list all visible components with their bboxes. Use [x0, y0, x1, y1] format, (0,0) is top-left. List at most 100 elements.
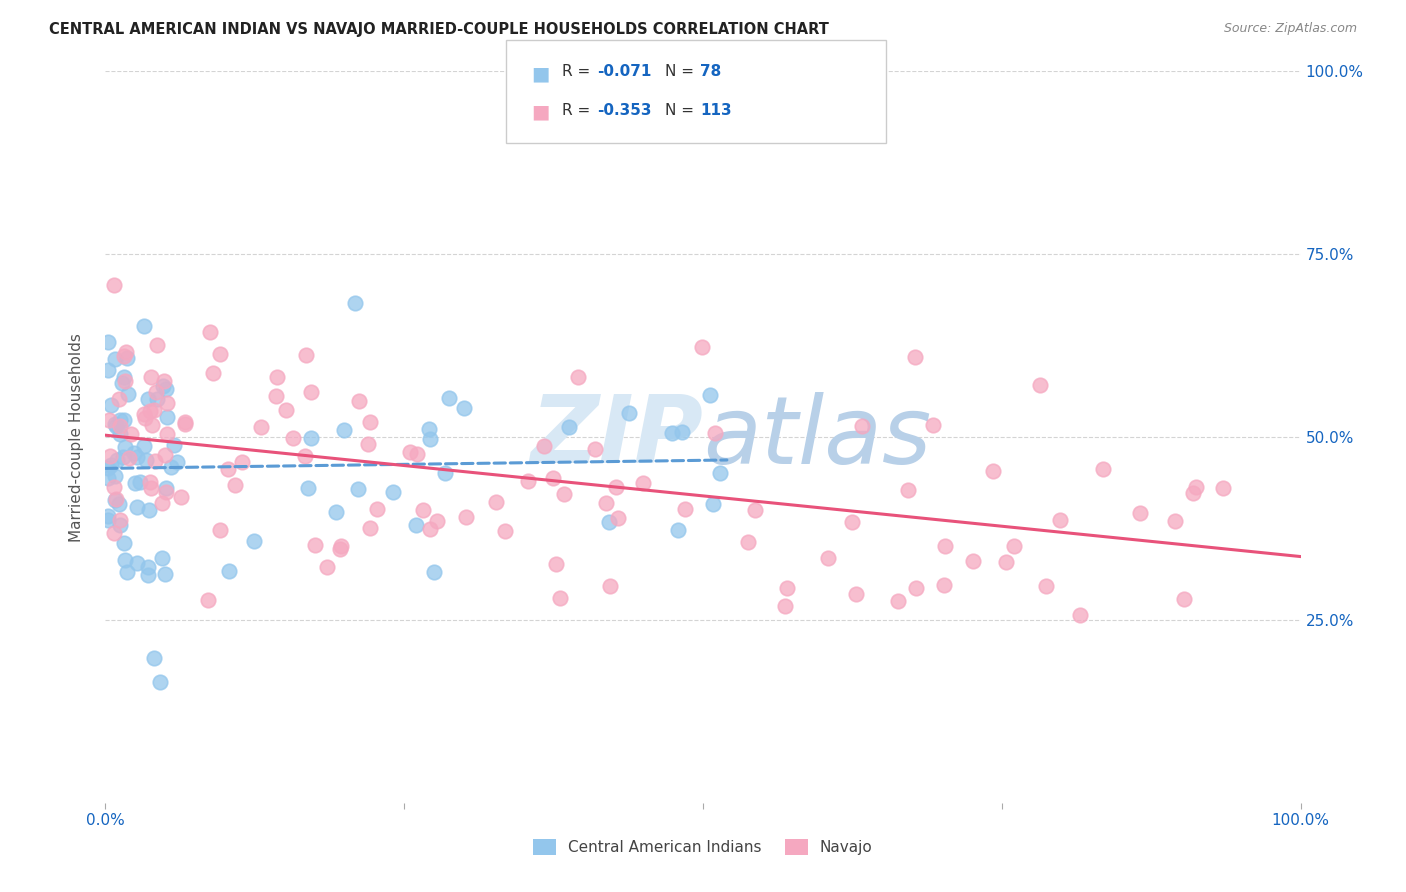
Point: [453, 401, 475, 415]
Point: [1184, 480, 1206, 494]
Point: [426, 514, 449, 528]
Point: [148, 675, 170, 690]
Point: [224, 478, 246, 492]
Point: [169, 490, 191, 504]
Point: [567, 369, 589, 384]
Point: [304, 538, 326, 552]
Point: [160, 459, 183, 474]
Point: [114, 440, 136, 454]
Point: [422, 565, 444, 579]
Point: [671, 425, 693, 440]
Point: [934, 539, 956, 553]
Point: [103, 480, 125, 494]
Point: [543, 470, 565, 484]
Point: [599, 579, 621, 593]
Point: [962, 554, 984, 568]
Point: [108, 426, 131, 441]
Point: [138, 503, 160, 517]
Point: [112, 535, 135, 549]
Point: [97, 513, 120, 527]
Point: [105, 452, 128, 467]
Point: [897, 483, 920, 497]
Text: R =: R =: [562, 64, 596, 79]
Point: [150, 495, 173, 509]
Point: [295, 348, 318, 362]
Point: [111, 450, 134, 464]
Point: [114, 553, 136, 567]
Point: [100, 398, 122, 412]
Point: [405, 517, 427, 532]
Point: [922, 418, 945, 433]
Point: [112, 349, 135, 363]
Point: [329, 542, 352, 557]
Point: [156, 410, 179, 425]
Point: [231, 455, 253, 469]
Point: [145, 454, 167, 468]
Point: [142, 651, 165, 665]
Point: [266, 370, 288, 384]
Point: [1049, 513, 1071, 527]
Point: [112, 369, 135, 384]
Text: -0.071: -0.071: [598, 64, 652, 79]
Point: [209, 523, 232, 537]
Point: [201, 367, 224, 381]
Point: [250, 420, 273, 434]
Point: [299, 384, 322, 399]
Point: [132, 319, 155, 334]
Point: [517, 474, 540, 488]
Point: [108, 517, 131, 532]
Legend: Central American Indians, Navajo: Central American Indians, Navajo: [527, 833, 879, 861]
Point: [139, 403, 162, 417]
Point: [1182, 486, 1205, 500]
Text: ■: ■: [531, 64, 550, 83]
Point: [104, 352, 127, 367]
Point: [105, 491, 128, 506]
Point: [773, 599, 796, 613]
Point: [1129, 506, 1152, 520]
Point: [145, 384, 167, 399]
Point: [406, 447, 429, 461]
Point: [97, 335, 120, 350]
Text: atlas: atlas: [703, 392, 931, 483]
Point: [485, 495, 508, 509]
Point: [673, 502, 696, 516]
Point: [841, 515, 863, 529]
Point: [598, 515, 620, 529]
Point: [1002, 539, 1025, 553]
Text: N =: N =: [665, 103, 699, 118]
Point: [115, 566, 138, 580]
Point: [495, 524, 517, 539]
Point: [218, 564, 240, 578]
Point: [118, 450, 141, 465]
Point: [359, 521, 381, 535]
Text: Source: ZipAtlas.com: Source: ZipAtlas.com: [1223, 22, 1357, 36]
Point: [103, 277, 125, 292]
Point: [661, 425, 683, 440]
Point: [97, 461, 120, 475]
Point: [166, 455, 188, 469]
Point: [1035, 579, 1057, 593]
Point: [583, 442, 606, 456]
Point: [97, 471, 120, 485]
Point: [845, 586, 868, 600]
Point: [433, 466, 456, 480]
Point: [617, 405, 640, 419]
Point: [330, 539, 353, 553]
Point: [1029, 378, 1052, 392]
Point: [174, 415, 197, 429]
Point: [983, 463, 1005, 477]
Point: [125, 556, 148, 570]
Point: [107, 392, 129, 406]
Point: [709, 467, 731, 481]
Point: [776, 581, 799, 595]
Point: [135, 453, 157, 467]
Point: [412, 503, 434, 517]
Point: [548, 591, 571, 606]
Point: [125, 450, 148, 465]
Point: [666, 523, 689, 537]
Point: [150, 550, 173, 565]
Point: [97, 508, 120, 523]
Point: [558, 419, 581, 434]
Point: [294, 449, 316, 463]
Point: [152, 378, 174, 392]
